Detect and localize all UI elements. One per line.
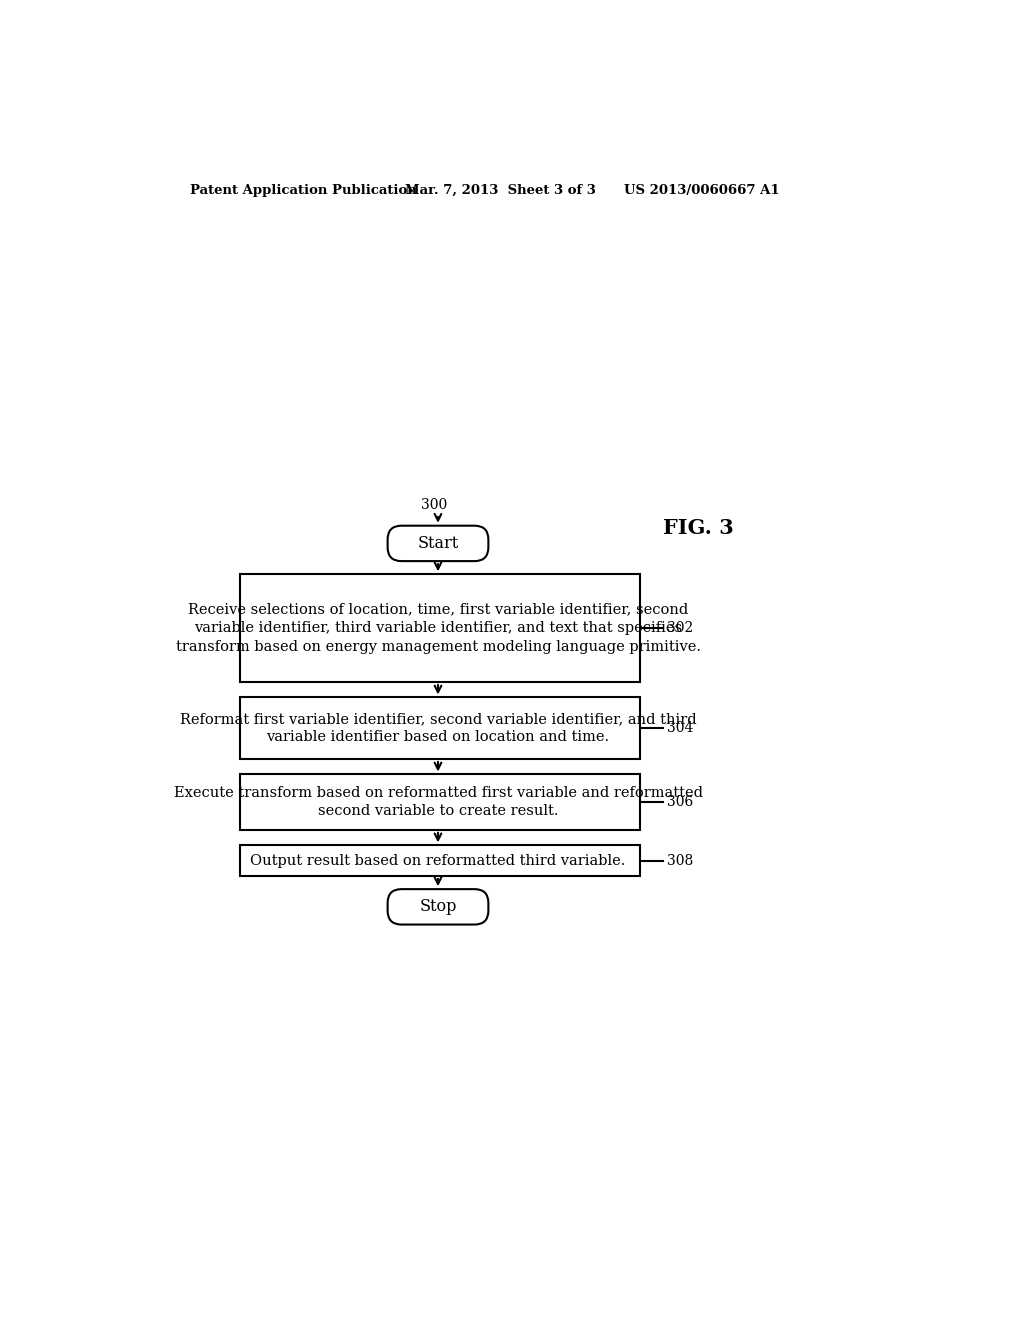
- Text: Stop: Stop: [419, 899, 457, 915]
- Text: 304: 304: [667, 721, 693, 735]
- Bar: [241, 574, 640, 682]
- Text: Start: Start: [418, 535, 459, 552]
- Text: Output result based on reformatted third variable.: Output result based on reformatted third…: [250, 854, 626, 867]
- FancyBboxPatch shape: [388, 525, 488, 561]
- Text: 300: 300: [421, 498, 447, 512]
- Bar: [241, 775, 640, 830]
- Bar: [241, 845, 640, 876]
- Text: Patent Application Publication: Patent Application Publication: [190, 185, 417, 197]
- Text: 306: 306: [667, 795, 693, 809]
- Text: 308: 308: [667, 854, 693, 867]
- Bar: [241, 697, 640, 759]
- Text: Execute transform based on reformatted first variable and reformatted
second var: Execute transform based on reformatted f…: [173, 785, 702, 818]
- Text: Reformat first variable identifier, second variable identifier, and third
variab: Reformat first variable identifier, seco…: [179, 711, 696, 744]
- Text: FIG. 3: FIG. 3: [663, 517, 733, 539]
- Text: Mar. 7, 2013  Sheet 3 of 3: Mar. 7, 2013 Sheet 3 of 3: [406, 185, 596, 197]
- FancyBboxPatch shape: [388, 890, 488, 924]
- Text: Receive selections of location, time, first variable identifier, second
variable: Receive selections of location, time, fi…: [175, 603, 700, 653]
- Text: US 2013/0060667 A1: US 2013/0060667 A1: [624, 185, 779, 197]
- Text: 302: 302: [667, 622, 693, 635]
